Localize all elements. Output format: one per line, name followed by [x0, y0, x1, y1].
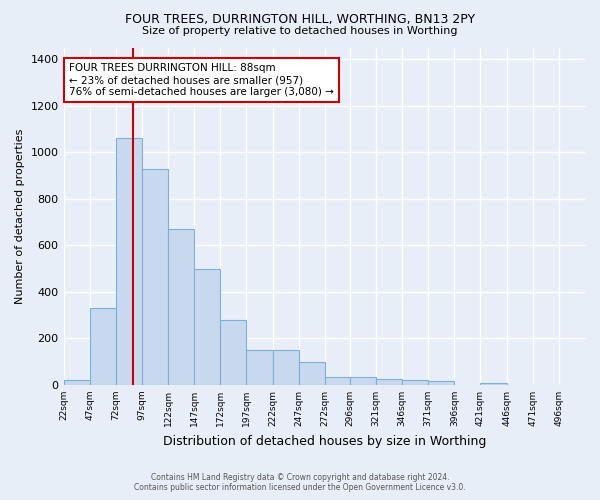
Bar	[194, 268, 220, 385]
Bar	[350, 377, 376, 385]
Bar	[299, 362, 325, 385]
Bar	[116, 138, 142, 385]
Y-axis label: Number of detached properties: Number of detached properties	[15, 128, 25, 304]
Bar	[89, 308, 116, 385]
Bar	[168, 229, 194, 385]
Bar	[64, 380, 89, 385]
Text: FOUR TREES, DURRINGTON HILL, WORTHING, BN13 2PY: FOUR TREES, DURRINGTON HILL, WORTHING, B…	[125, 12, 475, 26]
Bar	[325, 377, 350, 385]
Bar	[376, 379, 402, 385]
Bar	[220, 320, 247, 385]
X-axis label: Distribution of detached houses by size in Worthing: Distribution of detached houses by size …	[163, 434, 486, 448]
Bar	[272, 350, 299, 385]
Bar	[247, 350, 272, 385]
Bar	[428, 382, 454, 385]
Bar	[481, 382, 506, 385]
Bar	[142, 168, 168, 385]
Text: Contains HM Land Registry data © Crown copyright and database right 2024.
Contai: Contains HM Land Registry data © Crown c…	[134, 473, 466, 492]
Bar	[402, 380, 428, 385]
Text: Size of property relative to detached houses in Worthing: Size of property relative to detached ho…	[142, 26, 458, 36]
Text: FOUR TREES DURRINGTON HILL: 88sqm
← 23% of detached houses are smaller (957)
76%: FOUR TREES DURRINGTON HILL: 88sqm ← 23% …	[69, 64, 334, 96]
